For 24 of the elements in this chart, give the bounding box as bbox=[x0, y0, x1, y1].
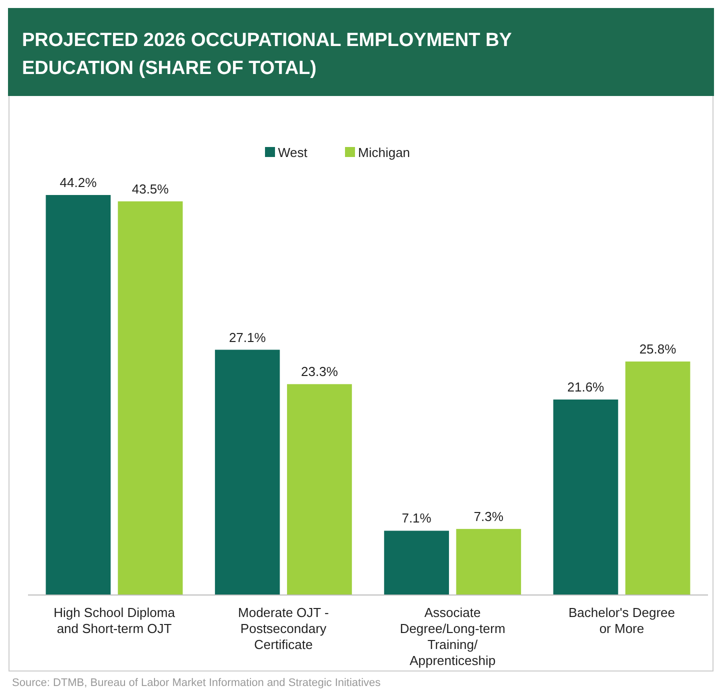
data-label: 21.6% bbox=[567, 380, 605, 395]
chart-title: PROJECTED 2026 OCCUPATIONAL EMPLOYMENT BY EDUCATION (SHARE OF TOTAL) bbox=[22, 30, 512, 79]
bar bbox=[456, 528, 522, 595]
bar bbox=[118, 201, 183, 595]
bar bbox=[553, 400, 618, 595]
bar bbox=[287, 384, 352, 595]
x-tick-label: High School Diploma and Short-term OJT bbox=[54, 605, 176, 636]
legend-label: West bbox=[278, 145, 308, 160]
x-tick-label: Associate Degree/Long-term Training/ Apprenticeship bbox=[400, 605, 506, 668]
source-note: Source: DTMB, Bureau of Labor Market Information and Strategic Initiatives bbox=[12, 677, 382, 689]
bar bbox=[625, 362, 690, 595]
data-label: 23.3% bbox=[301, 364, 338, 380]
x-tick-label: Moderate OJT - Postsecondary Certificate bbox=[238, 605, 329, 652]
bar bbox=[384, 530, 449, 595]
data-label: 43.5% bbox=[132, 181, 170, 196]
bar bbox=[46, 195, 111, 595]
bar bbox=[214, 350, 280, 595]
data-label: 44.2% bbox=[60, 175, 98, 190]
legend-label: Michigan bbox=[358, 145, 410, 160]
data-label: 27.1% bbox=[228, 330, 266, 345]
data-label: 25.8% bbox=[639, 342, 677, 357]
data-label: 7.1% bbox=[402, 510, 432, 526]
data-label: 7.3% bbox=[474, 508, 504, 524]
x-tick-label: Bachelor's Degree or More bbox=[568, 605, 676, 636]
